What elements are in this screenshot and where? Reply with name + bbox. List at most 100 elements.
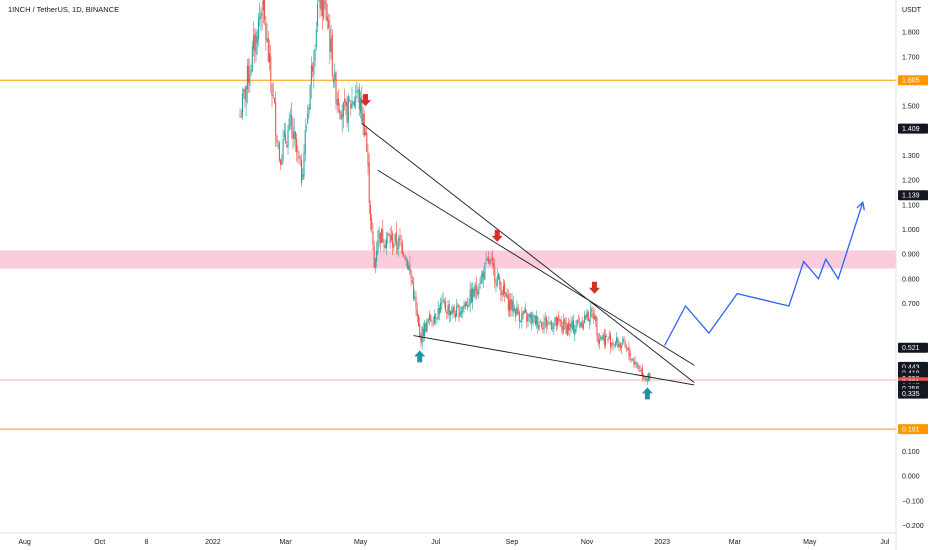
- candle-body: [613, 344, 615, 346]
- price-axis[interactable]: 1.8001.7001.5001.4001.3001.2001.1001.000…: [902, 30, 924, 530]
- candle-body: [246, 65, 248, 90]
- candle-body: [630, 359, 632, 361]
- candle-body: [335, 72, 337, 104]
- candle-body: [508, 300, 511, 312]
- candle-body: [540, 322, 543, 327]
- candle-body: [415, 296, 417, 309]
- arrow-down-icon: [588, 281, 600, 294]
- candle-body: [336, 99, 338, 106]
- candle-body: [342, 101, 344, 117]
- candle-body: [572, 320, 575, 333]
- candle-body: [608, 335, 610, 339]
- time-tick-label: Mar: [279, 539, 292, 546]
- candle-body: [552, 327, 554, 329]
- candle-body: [550, 320, 552, 330]
- candle-body: [364, 132, 367, 136]
- candle-body: [538, 324, 540, 330]
- candle-body: [627, 348, 629, 350]
- candle-body: [372, 230, 374, 246]
- candle-body: [339, 109, 341, 113]
- candle-body: [299, 157, 301, 159]
- candle-body: [614, 342, 616, 346]
- candle-body: [593, 316, 596, 320]
- resistance-line[interactable]: [361, 123, 695, 383]
- candle-body: [249, 74, 251, 86]
- price-badge-label: 0.521: [902, 345, 920, 352]
- candle-body: [251, 46, 253, 71]
- candle-body: [616, 337, 618, 343]
- price-tick-label: −0.100: [902, 498, 924, 505]
- price-tick-label: 0.800: [902, 276, 920, 283]
- time-tick-label: May: [354, 539, 368, 546]
- candle-body: [382, 229, 384, 243]
- candle-body: [590, 307, 592, 318]
- candle-body: [574, 329, 576, 335]
- candle-body: [579, 323, 581, 326]
- candle-body: [565, 322, 567, 334]
- candle-body: [264, 0, 266, 20]
- candle-body: [512, 300, 514, 313]
- price-badge[interactable]: [898, 342, 928, 353]
- time-tick-label: Aug: [18, 539, 31, 546]
- candle-body: [456, 306, 458, 317]
- candle-body: [441, 302, 443, 305]
- candle-body: [628, 346, 630, 356]
- trend-line[interactable]: [377, 169, 695, 366]
- candle-body: [568, 322, 570, 331]
- price-badge[interactable]: [898, 75, 928, 86]
- candle-body: [547, 322, 549, 325]
- price-badge[interactable]: [898, 123, 928, 134]
- candle-body: [633, 359, 635, 365]
- candle-body: [411, 279, 413, 284]
- price-badge[interactable]: [898, 388, 928, 399]
- candle-body: [427, 319, 429, 321]
- time-tick-label: Sep: [506, 539, 519, 546]
- candle-body: [623, 338, 625, 341]
- candle-body: [534, 315, 536, 325]
- candle-body: [387, 234, 389, 236]
- candle-body: [561, 326, 564, 330]
- candle-body: [463, 305, 465, 308]
- support-line[interactable]: [413, 335, 695, 386]
- price-badge[interactable]: [898, 190, 928, 201]
- projection[interactable]: [664, 202, 864, 346]
- candle-body: [378, 230, 380, 239]
- candle-body: [425, 322, 427, 332]
- candle-body: [575, 326, 577, 332]
- price-badge-label: 0.191: [902, 427, 920, 434]
- candle-body: [341, 114, 343, 120]
- candle-body: [464, 302, 466, 307]
- candle-body: [431, 321, 433, 323]
- time-tick-label: May: [803, 539, 817, 546]
- candle-body: [581, 320, 583, 328]
- candle-body: [545, 317, 548, 327]
- candle-body: [324, 0, 326, 4]
- candle-body: [603, 333, 605, 345]
- candle-body: [584, 315, 586, 323]
- candle-body: [638, 365, 640, 369]
- candle-body: [396, 247, 399, 250]
- candle-body: [356, 90, 358, 93]
- candle-body: [331, 34, 333, 77]
- candle-body: [554, 317, 556, 323]
- candle-body: [440, 303, 442, 313]
- candle-body: [527, 315, 529, 322]
- price-badge-label: 0.335: [902, 391, 920, 398]
- candle-body: [278, 142, 280, 161]
- candle-body: [437, 308, 439, 319]
- candle-body: [452, 307, 454, 313]
- candle-body: [379, 232, 381, 244]
- candle-body: [588, 320, 591, 322]
- candle-body: [388, 233, 390, 236]
- candle-body: [435, 313, 437, 319]
- candle-body: [490, 259, 492, 261]
- price-badge[interactable]: [898, 424, 928, 435]
- candle-body: [473, 288, 475, 297]
- candle-body: [560, 320, 562, 327]
- time-tick-label: Nov: [581, 539, 594, 546]
- candle-body: [302, 174, 304, 180]
- time-axis[interactable]: Aug Oct 8 2022 Mar May Jul Sep Nov 2023 Mar May Jul: [18, 539, 889, 546]
- candle-body: [410, 270, 412, 279]
- candle-body: [283, 131, 285, 138]
